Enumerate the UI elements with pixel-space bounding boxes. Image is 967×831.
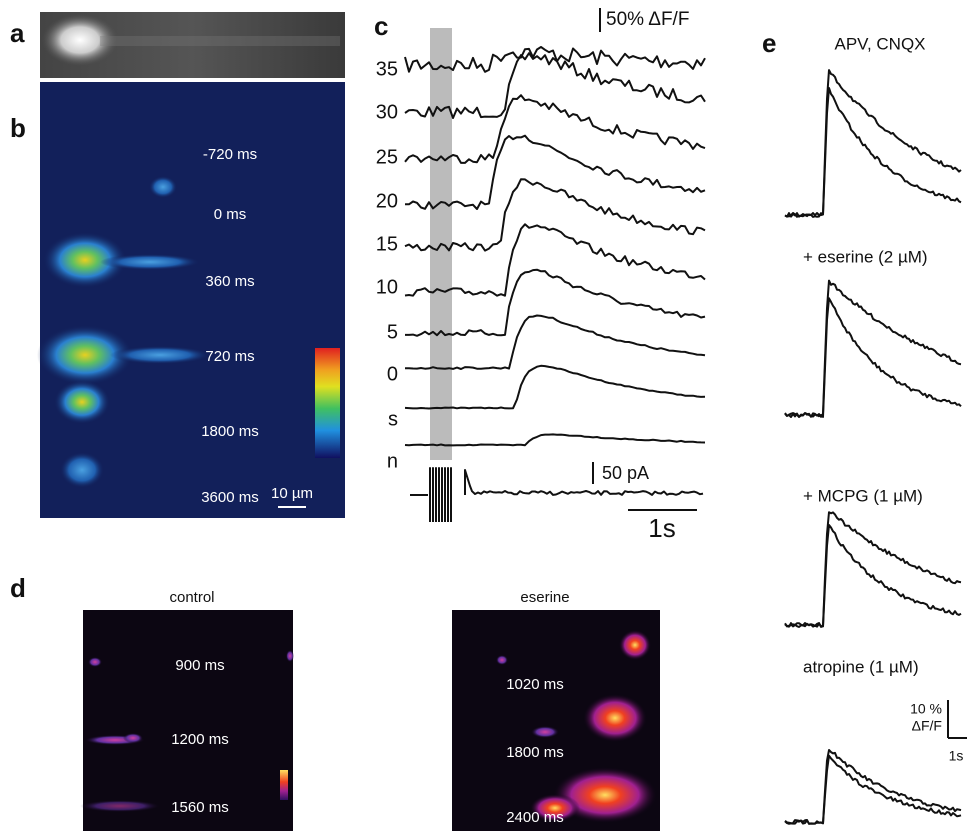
time-label: 1800 ms bbox=[201, 423, 259, 440]
time-label: 1560 ms bbox=[171, 799, 229, 816]
image-blob bbox=[583, 694, 647, 742]
scale-label: 50 pA bbox=[602, 463, 649, 483]
trace-label: 10 bbox=[376, 276, 398, 298]
trace-label: 0 bbox=[387, 363, 398, 385]
trace bbox=[404, 94, 706, 164]
image-blob bbox=[88, 657, 102, 667]
time-label: 1800 ms bbox=[506, 744, 564, 761]
color-bar bbox=[315, 348, 340, 458]
trace-label: 15 bbox=[376, 233, 398, 255]
trace bbox=[404, 223, 706, 297]
image-blob bbox=[37, 325, 133, 385]
image-dendrite bbox=[100, 36, 340, 46]
scale-label: 10 µm bbox=[271, 485, 313, 502]
scale-label: 1s bbox=[648, 513, 675, 543]
image-blob bbox=[42, 14, 118, 66]
trace bbox=[404, 46, 706, 73]
trace bbox=[405, 268, 706, 337]
trace bbox=[404, 178, 706, 252]
image-blob bbox=[619, 630, 651, 660]
panel-label: e bbox=[762, 28, 776, 58]
trace bbox=[784, 511, 962, 628]
image-blob bbox=[110, 346, 210, 364]
trace bbox=[784, 69, 962, 218]
trace bbox=[404, 433, 706, 447]
condition-label: + eserine (2 µM) bbox=[803, 247, 928, 266]
scale-label: 10 % bbox=[910, 701, 942, 717]
trace bbox=[784, 754, 962, 825]
time-label: 900 ms bbox=[175, 657, 224, 674]
trace bbox=[784, 87, 962, 218]
image-blob bbox=[54, 380, 110, 424]
panel-label: d bbox=[10, 573, 26, 603]
trace-label: n bbox=[387, 450, 398, 472]
image-blob bbox=[286, 650, 294, 662]
time-label: 360 ms bbox=[205, 273, 254, 290]
trace-label: s bbox=[388, 408, 398, 430]
time-label: 1200 ms bbox=[171, 731, 229, 748]
condition-label: + MCPG (1 µM) bbox=[803, 486, 923, 505]
scale-label: 50% ΔF/F bbox=[606, 9, 689, 30]
image-blob bbox=[80, 800, 160, 812]
image-control bbox=[83, 610, 293, 831]
trace-label: 30 bbox=[376, 101, 398, 123]
image-b bbox=[40, 82, 345, 518]
trace bbox=[784, 297, 962, 418]
scale-label: ΔF/F bbox=[912, 718, 942, 734]
image-blob bbox=[496, 655, 508, 665]
panel-label: c bbox=[374, 11, 388, 41]
image-title: control bbox=[169, 589, 214, 606]
image-blob bbox=[43, 232, 127, 288]
trace bbox=[784, 279, 962, 418]
trace-label: 20 bbox=[376, 190, 398, 212]
condition-label: atropine (1 µM) bbox=[803, 657, 919, 676]
time-label: 0 ms bbox=[214, 206, 247, 223]
trace-label: 35 bbox=[376, 58, 398, 80]
image-blob bbox=[531, 726, 559, 738]
trace bbox=[405, 314, 706, 370]
scale-label: 1s bbox=[949, 748, 964, 764]
image-blob bbox=[100, 254, 200, 270]
color-bar bbox=[280, 770, 288, 800]
image-blob bbox=[123, 733, 143, 743]
trace-label: 5 bbox=[387, 321, 398, 343]
trace bbox=[404, 364, 706, 410]
image-title: eserine bbox=[520, 589, 569, 606]
current-trace bbox=[410, 467, 704, 522]
image-blob bbox=[149, 176, 177, 198]
time-label: -720 ms bbox=[203, 146, 257, 163]
trace bbox=[404, 52, 706, 119]
panel-label: a bbox=[10, 18, 25, 48]
image-blob bbox=[530, 794, 580, 822]
time-label: 720 ms bbox=[205, 348, 254, 365]
panel-label: b bbox=[10, 113, 26, 143]
trace bbox=[784, 524, 962, 628]
time-label: 3600 ms bbox=[201, 489, 259, 506]
trace-label: 25 bbox=[376, 146, 398, 168]
trace bbox=[404, 134, 706, 210]
condition-label: APV, CNQX bbox=[834, 34, 925, 53]
image-blob bbox=[60, 452, 104, 488]
time-label: 1020 ms bbox=[506, 676, 564, 693]
time-label: 2400 ms bbox=[506, 809, 564, 826]
